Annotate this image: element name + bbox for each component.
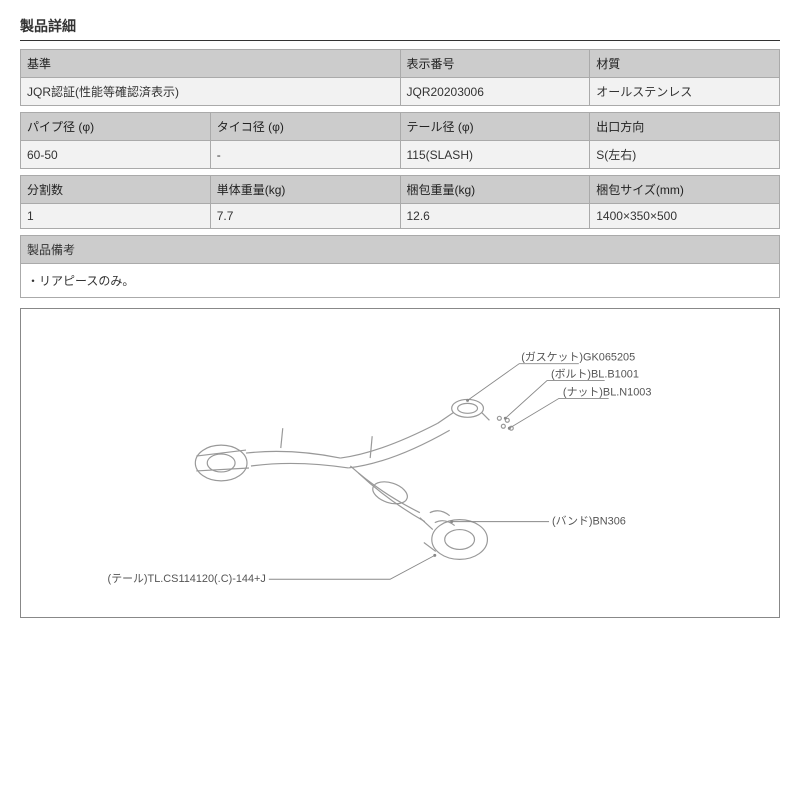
notes-header: 製品備考 (21, 236, 780, 264)
header-split: 分割数 (21, 176, 211, 204)
value-material: オールステンレス (590, 78, 780, 106)
header-outlet-dir: 出口方向 (590, 113, 780, 141)
value-silencer-dia: - (210, 141, 400, 169)
label-bolt: (ボルト)BL.B1001 (551, 368, 639, 381)
notes-body: ・リアピースのみ。 (21, 264, 780, 298)
value-display-no: JQR20203006 (400, 78, 590, 106)
label-gasket: (ガスケット)GK065205 (521, 351, 635, 364)
header-pkg-weight: 梱包重量(kg) (400, 176, 590, 204)
value-split: 1 (21, 204, 211, 229)
spec-table-2: パイプ径 (φ) タイコ径 (φ) テール径 (φ) 出口方向 60-50 - … (20, 112, 780, 169)
label-band: (バンド)BN306 (552, 516, 626, 528)
header-display-no: 表示番号 (400, 50, 590, 78)
header-silencer-dia: タイコ径 (φ) (210, 113, 400, 141)
header-material: 材質 (590, 50, 780, 78)
value-outlet-dir: S(左右) (590, 141, 780, 169)
value-unit-weight: 7.7 (210, 204, 400, 229)
spec-table-3: 分割数 単体重量(kg) 梱包重量(kg) 梱包サイズ(mm) 1 7.7 12… (20, 175, 780, 229)
value-pkg-size: 1400×350×500 (590, 204, 780, 229)
header-unit-weight: 単体重量(kg) (210, 176, 400, 204)
value-tail-dia: 115(SLASH) (400, 141, 590, 169)
header-pipe-dia: パイプ径 (φ) (21, 113, 211, 141)
exhaust-diagram: (ガスケット)GK065205 (ボルト)BL.B1001 (ナット)BL.N1… (20, 308, 780, 618)
label-nut: (ナット)BL.N1003 (563, 385, 651, 398)
notes-table: 製品備考 ・リアピースのみ。 (20, 235, 780, 298)
spec-table-1: 基準 表示番号 材質 JQR認証(性能等確認済表示) JQR20203006 オ… (20, 49, 780, 106)
section-title: 製品詳細 (20, 10, 780, 41)
label-tail: (テール)TL.CS114120(.C)-144+J (108, 573, 266, 585)
header-pkg-size: 梱包サイズ(mm) (590, 176, 780, 204)
header-standard: 基準 (21, 50, 401, 78)
value-pipe-dia: 60-50 (21, 141, 211, 169)
value-standard: JQR認証(性能等確認済表示) (21, 78, 401, 106)
value-pkg-weight: 12.6 (400, 204, 590, 229)
header-tail-dia: テール径 (φ) (400, 113, 590, 141)
